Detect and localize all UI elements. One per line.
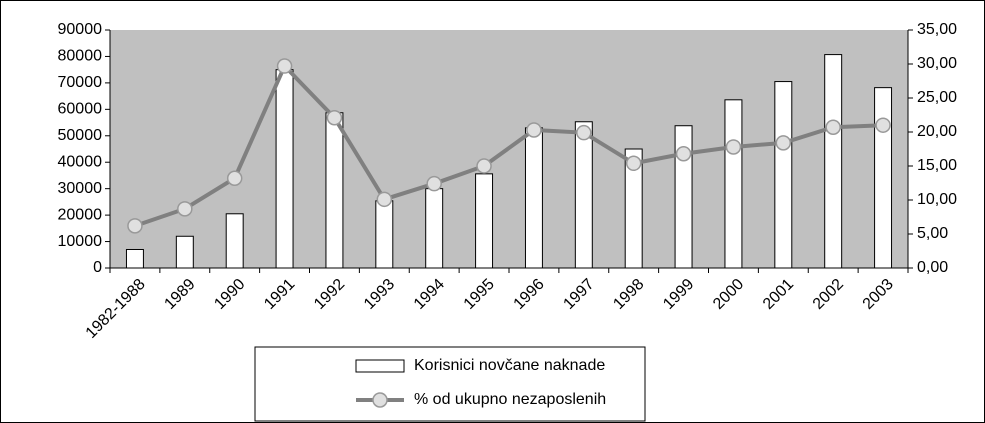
bar (524, 127, 543, 269)
y2-tick-label: 25,00 (917, 89, 957, 106)
y-tick-label: 90000 (58, 21, 103, 38)
marker (526, 122, 542, 138)
bar (724, 99, 743, 269)
legend-swatch (355, 359, 405, 373)
bar (824, 54, 843, 269)
bar (275, 69, 294, 269)
marker (775, 135, 792, 151)
y-tick-label: 70000 (58, 74, 103, 91)
legend-label: % od ukupno nezaposlenih (414, 391, 606, 408)
legend-marker (372, 392, 388, 408)
legend-label: Korisnici novčane naknade (414, 357, 605, 374)
y2-tick-label: 5,00 (917, 225, 948, 242)
y-tick-label: 60000 (58, 101, 103, 118)
line (134, 62, 884, 228)
marker (426, 175, 442, 192)
marker (376, 191, 393, 208)
y2-tick-label: 0,00 (917, 259, 948, 276)
marker (875, 117, 891, 133)
bar (225, 213, 244, 269)
marker (226, 170, 243, 186)
y-tick-label: 0 (93, 259, 102, 276)
marker (177, 201, 193, 217)
y2-tick-label: 15,00 (917, 157, 957, 174)
marker (326, 109, 343, 126)
bar (425, 188, 444, 269)
bar (175, 235, 194, 269)
bar (774, 81, 793, 269)
y-tick-label: 20000 (58, 206, 103, 223)
marker (625, 155, 642, 172)
marker (825, 119, 841, 135)
legend (254, 346, 646, 422)
marker (276, 58, 293, 74)
marker (675, 146, 692, 162)
y2-tick-label: 10,00 (917, 191, 957, 208)
marker (576, 124, 592, 141)
y2-tick-label: 20,00 (917, 123, 957, 140)
y-tick-label: 80000 (58, 48, 103, 65)
marker (476, 158, 492, 174)
y-tick-label: 30000 (58, 180, 103, 197)
y-tick-label: 10000 (58, 233, 103, 250)
marker (127, 218, 143, 234)
bar (475, 173, 494, 269)
bar (874, 87, 893, 269)
y2-tick-label: 30,00 (917, 55, 957, 72)
bar (375, 200, 394, 269)
y-tick-label: 50000 (58, 127, 103, 144)
bar (325, 112, 344, 269)
bar (125, 248, 144, 269)
marker (725, 139, 742, 155)
bar (574, 121, 593, 269)
y2-tick-label: 35,00 (917, 21, 957, 38)
y-tick-label: 40000 (58, 153, 103, 170)
bar (674, 125, 693, 269)
bar (624, 148, 643, 269)
